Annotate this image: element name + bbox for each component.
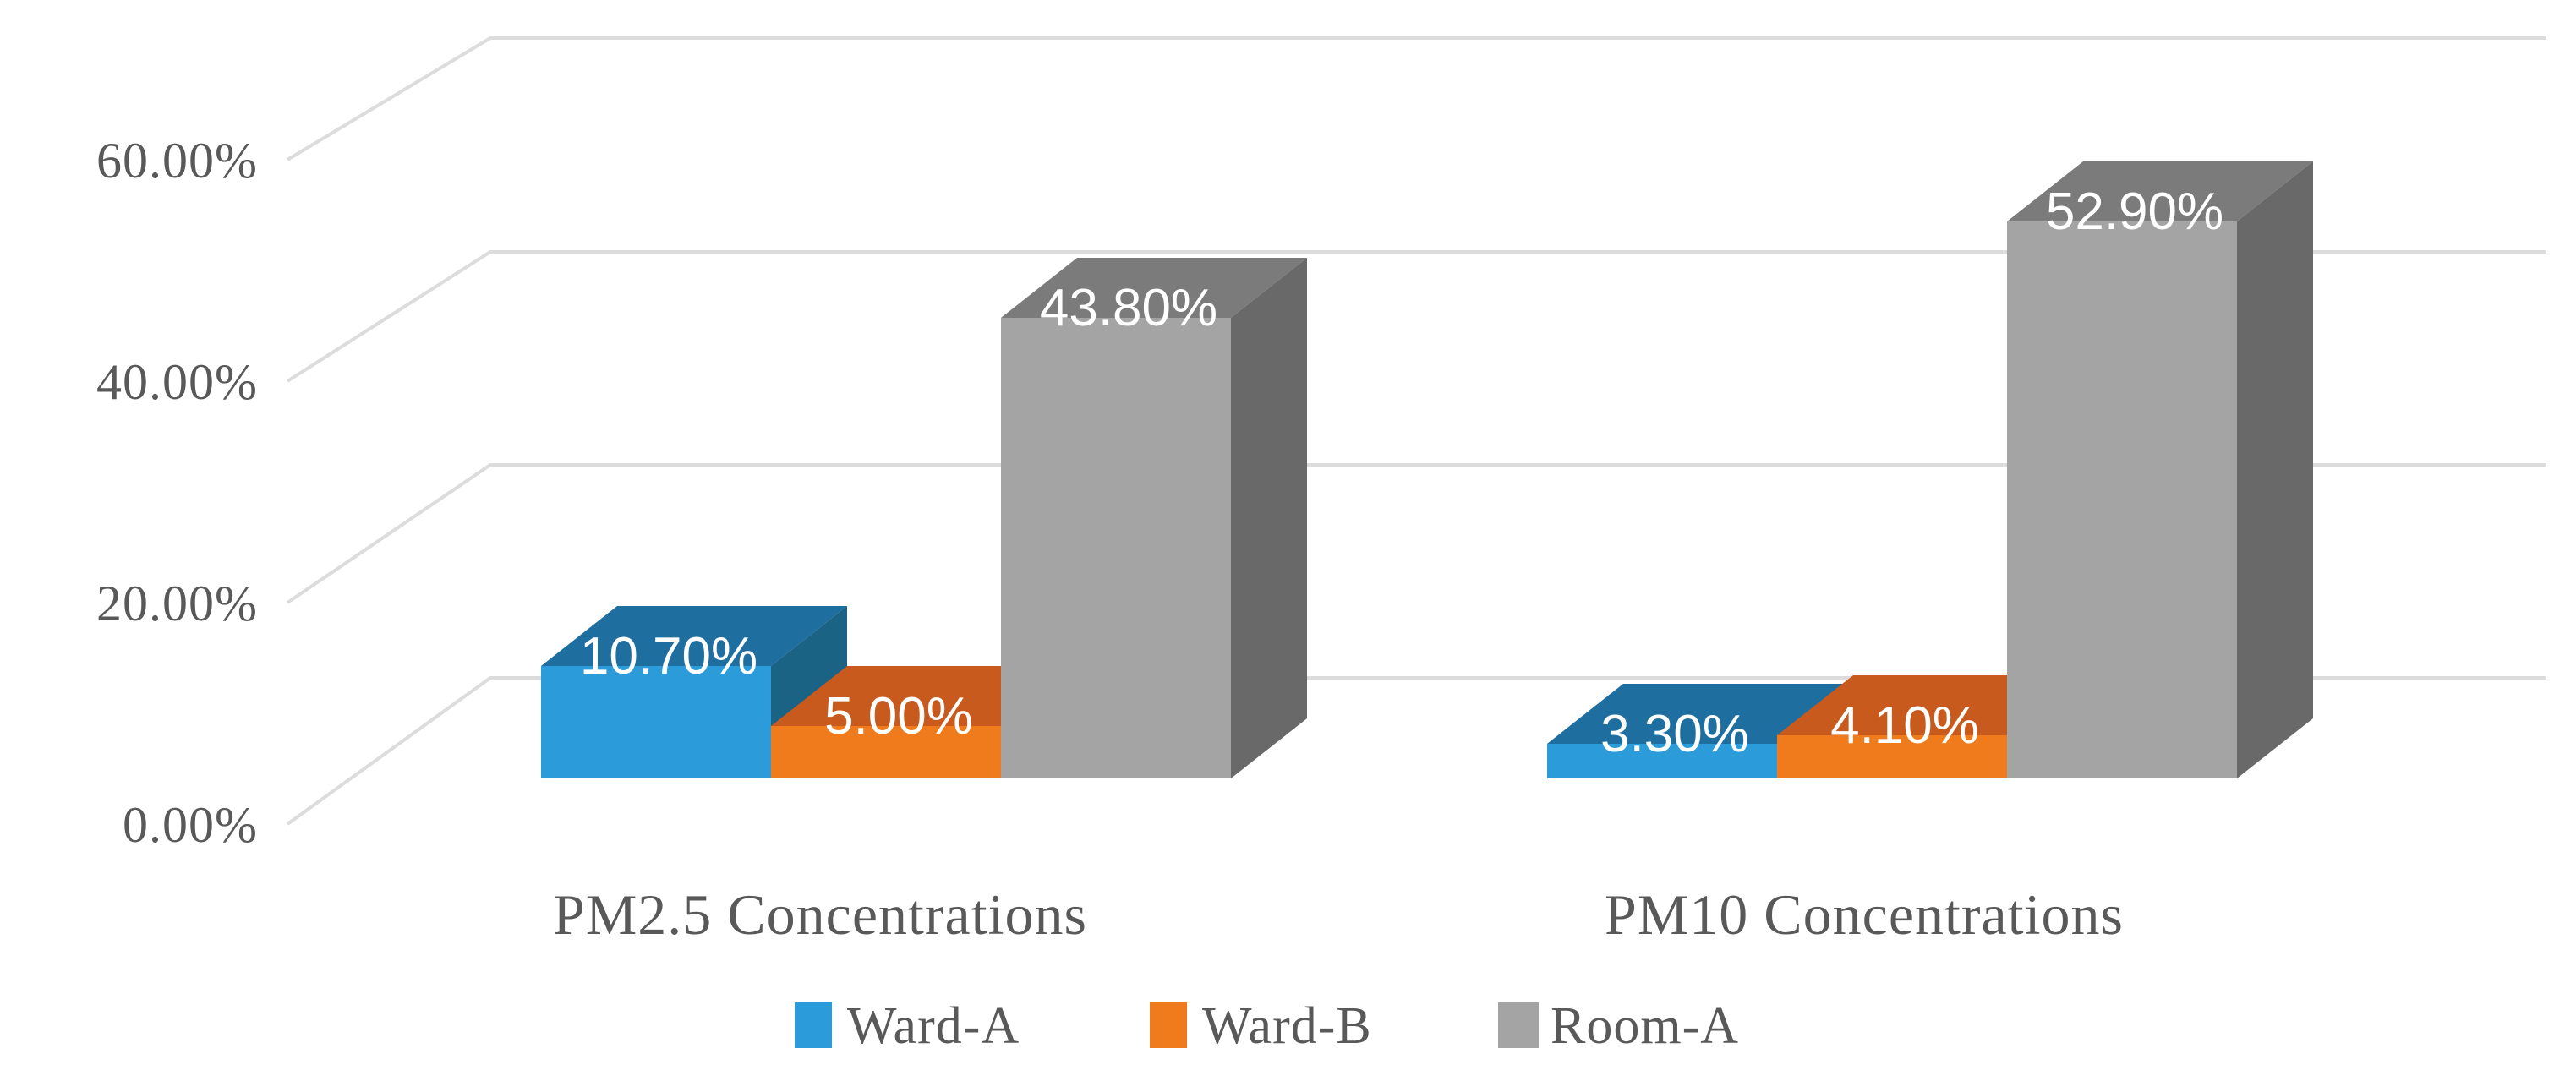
- legend-item-ward-a: Ward-A: [795, 997, 1020, 1055]
- bar-room-a-pm10-front-face: [2007, 221, 2237, 778]
- bar-ward-a-pm10-top-face: [1547, 684, 1853, 744]
- legend-swatch-ward-a: [795, 1002, 832, 1048]
- y-tick-20: 20.00%: [96, 576, 258, 631]
- bar-ward-b-pm10-front-face: [1777, 735, 2007, 778]
- category-label-pm25: PM2.5 Concentrations: [553, 882, 1087, 947]
- legend-label-ward-b: Ward-B: [1202, 997, 1372, 1055]
- bar-ward-a-pm10-front-face: [1547, 744, 1777, 778]
- y-tick-60: 60.00%: [96, 133, 258, 188]
- bar-ward-b-pm25: [771, 666, 1077, 778]
- bar-room-a-pm25: [1001, 258, 1307, 778]
- bar-room-a-pm25-side-face: [1231, 258, 1307, 778]
- value-label-ward-b-pm10: 4.10%: [1830, 696, 1979, 755]
- bar-ward-b-pm25-top-face: [771, 666, 1077, 726]
- legend-label-room-a: Room-A: [1551, 997, 1739, 1055]
- category-label-pm10: PM10 Concentrations: [1605, 882, 2124, 947]
- legend-item-room-a: Room-A: [1498, 997, 1739, 1055]
- bar-ward-b-pm10-top-face: [1777, 675, 2083, 735]
- category-labels: PM2.5 Concentrations PM10 Concentrations: [553, 882, 2124, 947]
- y-tick-40: 40.00%: [96, 354, 258, 410]
- bar-room-a-pm10-top-face: [2007, 161, 2313, 221]
- value-label-ward-a-pm25: 10.70%: [580, 627, 757, 685]
- bar-ward-a-pm25-front-face: [541, 666, 771, 778]
- value-label-ward-a-pm10: 3.30%: [1600, 705, 1749, 763]
- bar-room-a-pm10: [2007, 161, 2313, 778]
- bar-room-a-pm25-top-face: [1001, 258, 1307, 318]
- legend-item-ward-b: Ward-B: [1150, 997, 1372, 1055]
- legend-label-ward-a: Ward-A: [847, 997, 1020, 1055]
- bar-ward-b-pm25-front-face: [771, 726, 1001, 778]
- legend-swatch-room-a: [1498, 1002, 1539, 1048]
- value-label-ward-b-pm25: 5.00%: [824, 687, 973, 745]
- gridline-60pct: [286, 36, 2546, 161]
- gridline-40pct: [286, 250, 2546, 383]
- value-label-room-a-pm25: 43.80%: [1040, 279, 1217, 337]
- bar-group-pm10: 3.30% 4.10% 52.90%: [1547, 161, 2313, 778]
- y-axis-labels: 60.00% 40.00% 20.00% 0.00%: [96, 133, 258, 853]
- bar-group-pm25: 10.70% 5.00% 43.80%: [541, 258, 1307, 778]
- gridline-20pct: [286, 463, 2546, 604]
- bar-room-a-pm10-side-face: [2237, 161, 2313, 778]
- value-label-room-a-pm10: 52.90%: [2046, 183, 2223, 241]
- y-tick-0: 0.00%: [123, 797, 258, 853]
- bar-room-a-pm25-front-face: [1001, 318, 1231, 778]
- legend: Ward-A Ward-B Room-A: [795, 997, 1739, 1055]
- bar-ward-a-pm25-top-face: [541, 606, 847, 666]
- legend-swatch-ward-b: [1150, 1002, 1187, 1048]
